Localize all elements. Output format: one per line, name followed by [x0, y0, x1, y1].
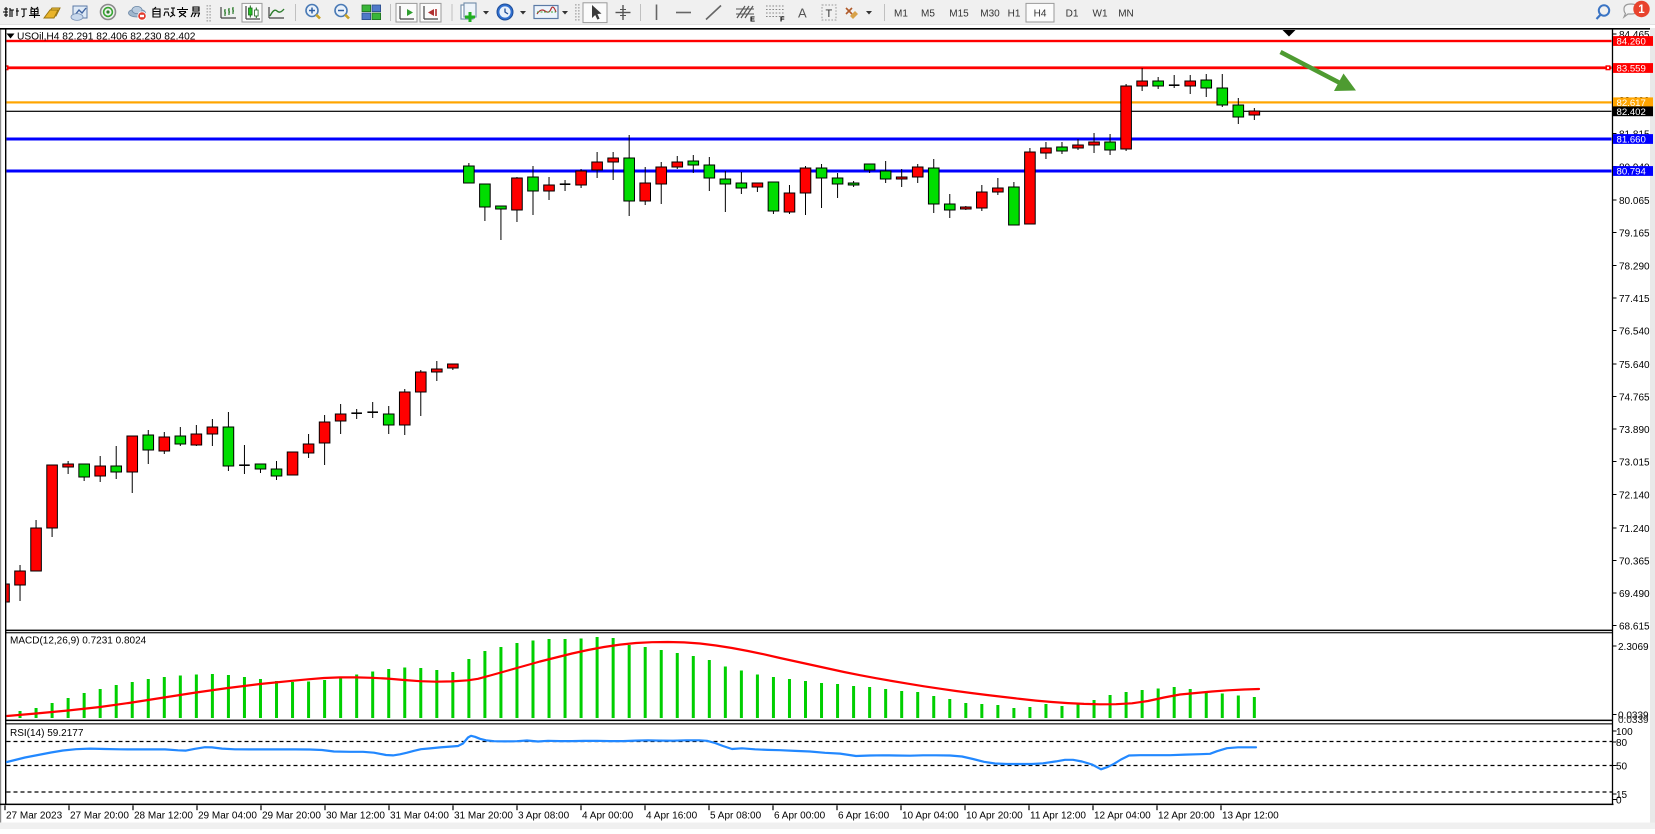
svg-text:M5: M5 [921, 9, 935, 20]
svg-text:27 Mar 2023: 27 Mar 2023 [6, 811, 63, 822]
svg-text:50: 50 [1616, 761, 1628, 772]
svg-text:1: 1 [1638, 4, 1645, 16]
svg-text:82.617: 82.617 [1617, 98, 1646, 109]
svg-text:5 Apr 08:00: 5 Apr 08:00 [710, 811, 762, 822]
svg-text:27 Mar 20:00: 27 Mar 20:00 [70, 811, 129, 822]
svg-text:74.765: 74.765 [1619, 392, 1650, 403]
svg-text:73.890: 73.890 [1619, 425, 1650, 436]
svg-text:E: E [750, 15, 755, 24]
svg-text:10 Apr 04:00: 10 Apr 04:00 [902, 811, 959, 822]
svg-text:31 Mar 04:00: 31 Mar 04:00 [390, 811, 449, 822]
svg-text:72.140: 72.140 [1619, 490, 1650, 501]
svg-text:T: T [826, 8, 833, 20]
svg-text:4 Apr 16:00: 4 Apr 16:00 [646, 811, 698, 822]
svg-text:68.615: 68.615 [1619, 621, 1650, 632]
svg-text:MACD(12,26,9) 0.7231 0.8024: MACD(12,26,9) 0.7231 0.8024 [10, 636, 147, 647]
svg-text:3 Apr 08:00: 3 Apr 08:00 [518, 811, 570, 822]
svg-text:4 Apr 00:00: 4 Apr 00:00 [582, 811, 634, 822]
svg-text:71.240: 71.240 [1619, 524, 1650, 535]
svg-text:80.065: 80.065 [1619, 196, 1650, 207]
svg-text:75.640: 75.640 [1619, 360, 1650, 371]
svg-text:0: 0 [1616, 795, 1622, 806]
svg-text:0.0339: 0.0339 [1618, 710, 1649, 721]
svg-text:D1: D1 [1066, 9, 1079, 20]
svg-text:77.415: 77.415 [1619, 294, 1650, 305]
svg-text:10 Apr 20:00: 10 Apr 20:00 [966, 811, 1023, 822]
svg-text:M15: M15 [949, 9, 969, 20]
svg-text:M30: M30 [980, 9, 1000, 20]
svg-text:12 Apr 04:00: 12 Apr 04:00 [1094, 811, 1151, 822]
svg-text:13 Apr 12:00: 13 Apr 12:00 [1222, 811, 1279, 822]
svg-text:A: A [798, 6, 807, 21]
svg-text:11 Apr 12:00: 11 Apr 12:00 [1030, 811, 1086, 822]
svg-text:12 Apr 20:00: 12 Apr 20:00 [1158, 811, 1215, 822]
svg-text:84.260: 84.260 [1617, 37, 1646, 48]
svg-text:82.402: 82.402 [1617, 107, 1646, 118]
svg-text:80: 80 [1616, 738, 1628, 749]
svg-text:H4: H4 [1034, 9, 1047, 20]
svg-text:73.015: 73.015 [1619, 457, 1650, 468]
svg-text:70.365: 70.365 [1619, 556, 1650, 567]
svg-text:28 Mar 12:00: 28 Mar 12:00 [134, 811, 193, 822]
svg-text:0.0339: 0.0339 [1618, 715, 1649, 726]
svg-text:29 Mar 20:00: 29 Mar 20:00 [262, 811, 321, 822]
svg-text:80.794: 80.794 [1617, 167, 1647, 178]
svg-text:RSI(14) 59.2177: RSI(14) 59.2177 [10, 728, 84, 739]
svg-text:W1: W1 [1093, 9, 1108, 20]
svg-text:76.540: 76.540 [1619, 326, 1650, 337]
svg-text:84.465: 84.465 [1619, 30, 1650, 41]
svg-text:USOil,H4 82.291 82.406 82.230: USOil,H4 82.291 82.406 82.230 82.402 [17, 31, 196, 42]
svg-text:6 Apr 16:00: 6 Apr 16:00 [838, 811, 890, 822]
svg-text:78.290: 78.290 [1619, 261, 1650, 272]
svg-text:79.165: 79.165 [1619, 228, 1650, 239]
svg-text:69.490: 69.490 [1619, 589, 1650, 600]
svg-text:100: 100 [1616, 727, 1633, 738]
svg-text:30 Mar 12:00: 30 Mar 12:00 [326, 811, 385, 822]
svg-text:15: 15 [1616, 790, 1628, 801]
svg-text:F: F [780, 15, 785, 24]
svg-text:M1: M1 [894, 9, 908, 20]
svg-text:2.3069: 2.3069 [1618, 642, 1649, 653]
svg-text:29 Mar 04:00: 29 Mar 04:00 [198, 811, 257, 822]
svg-text:83.559: 83.559 [1617, 64, 1646, 75]
svg-text:6 Apr 00:00: 6 Apr 00:00 [774, 811, 826, 822]
svg-text:31 Mar 20:00: 31 Mar 20:00 [454, 811, 513, 822]
svg-text:H1: H1 [1008, 9, 1021, 20]
svg-text:MN: MN [1118, 9, 1134, 20]
svg-text:81.660: 81.660 [1617, 135, 1646, 146]
